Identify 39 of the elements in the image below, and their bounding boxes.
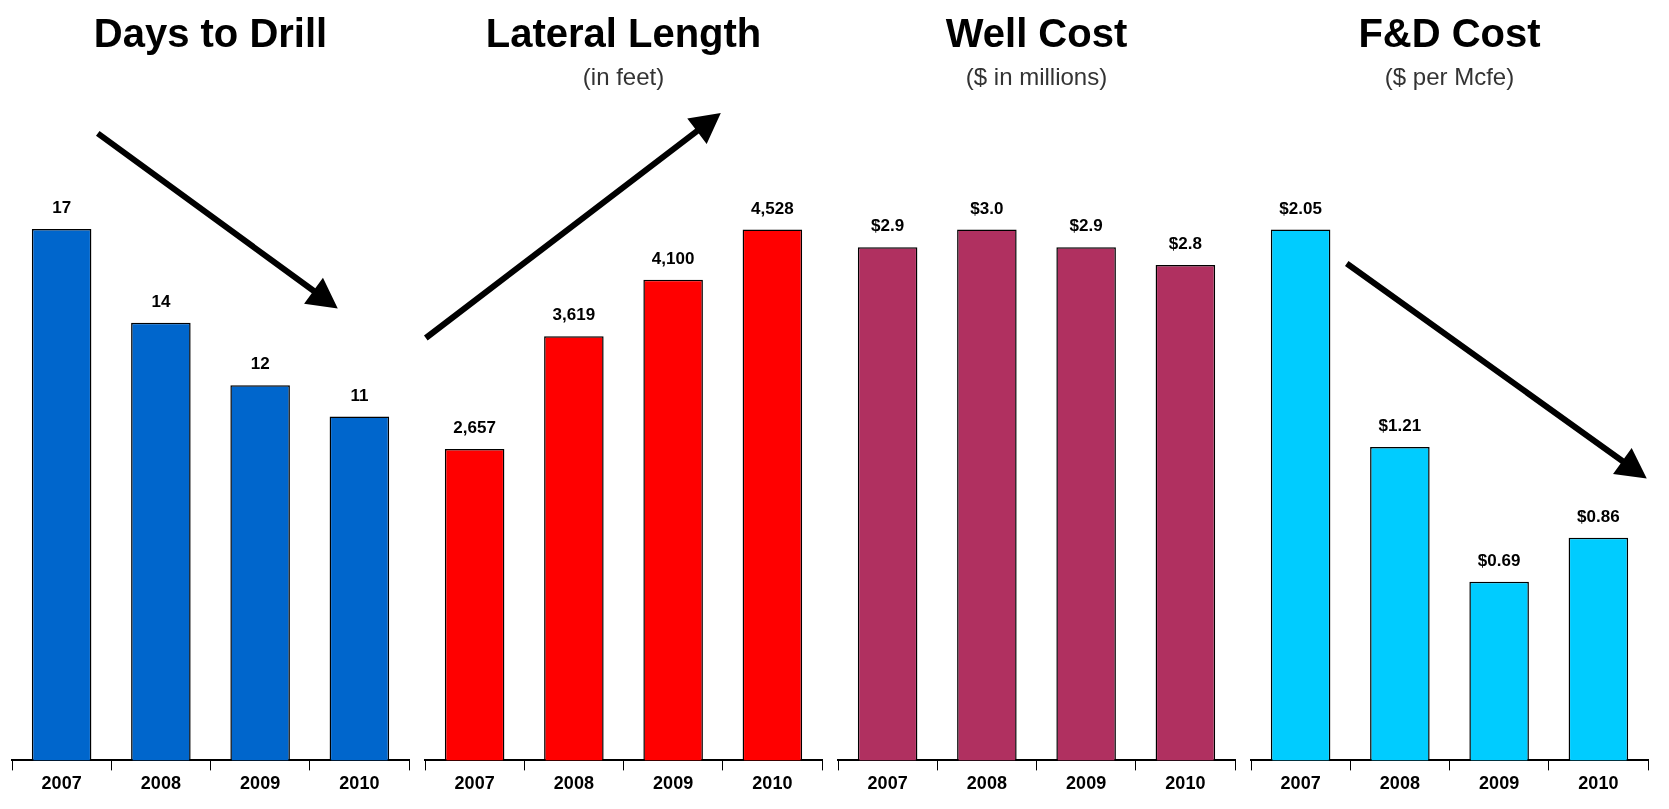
chart-title: Days to Drill — [93, 11, 328, 56]
x-tick-label: 2007 — [1280, 773, 1321, 794]
data-label: $2.9 — [1069, 216, 1103, 236]
data-label: $2.8 — [1168, 234, 1202, 254]
data-label: 4,528 — [751, 198, 794, 218]
chart-subtitle: ($ per Mcfe) — [1384, 63, 1515, 91]
data-label: $2.05 — [1279, 198, 1322, 218]
x-tick-label: 2009 — [1066, 773, 1107, 794]
data-label: 3,619 — [552, 305, 596, 325]
x-tick-label: 2007 — [867, 773, 908, 794]
chart-subtitle: ($ in millions) — [965, 63, 1108, 91]
x-tick-label: 2010 — [339, 773, 380, 794]
data-label: $0.86 — [1577, 506, 1620, 526]
x-tick-label: 2008 — [966, 773, 1007, 794]
data-label: $3.0 — [970, 198, 1004, 218]
x-tick-label: 2007 — [41, 773, 82, 794]
x-tick-label: 2008 — [553, 773, 594, 794]
x-tick-label: 2010 — [1165, 773, 1206, 794]
data-label: $1.21 — [1378, 416, 1422, 436]
x-tick-label: 2009 — [1479, 773, 1520, 794]
x-tick-label: 2009 — [653, 773, 694, 794]
data-label: 2,657 — [453, 418, 496, 438]
x-tick-label: 2008 — [140, 773, 181, 794]
chart-subtitle: (in feet) — [582, 63, 665, 91]
data-label: 14 — [151, 291, 171, 311]
x-tick-label: 2008 — [1379, 773, 1420, 794]
data-label: 4,100 — [651, 248, 695, 268]
chart-title: Well Cost — [945, 11, 1128, 56]
data-label: 17 — [52, 198, 72, 218]
x-tick-label: 2010 — [752, 773, 793, 794]
data-label: $0.69 — [1477, 550, 1521, 570]
chart-title: Lateral Length — [485, 11, 762, 56]
chart-title: F&D Cost — [1358, 11, 1541, 56]
x-tick-label: 2010 — [1578, 773, 1619, 794]
data-label: 12 — [250, 354, 270, 374]
x-tick-label: 2009 — [240, 773, 281, 794]
data-label: $2.9 — [871, 216, 905, 236]
x-tick-label: 2007 — [454, 773, 495, 794]
data-label: 11 — [350, 385, 369, 405]
